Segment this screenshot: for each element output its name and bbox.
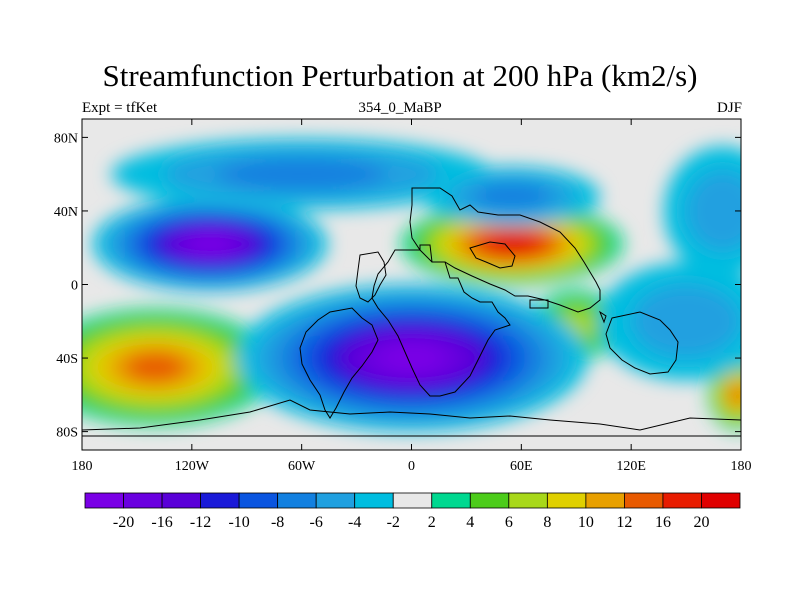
colorbar-label: -2 — [387, 514, 400, 531]
colorbar-label: -16 — [151, 514, 172, 531]
y-tick-label: 40S — [56, 352, 78, 367]
latitude-axis: 80N 40N 0 40S 80S — [54, 131, 741, 441]
coastline-north-america — [355, 251, 387, 303]
y-tick-label: 40N — [54, 205, 78, 220]
coastline-eurasia — [409, 187, 601, 313]
colorbar-label: 16 — [655, 514, 671, 531]
x-tick-label: 120E — [616, 459, 646, 474]
colorbar-swatch — [469, 492, 510, 509]
map-plot-area — [82, 119, 741, 450]
colorbar-label: 4 — [466, 514, 474, 531]
colorbar-label: -10 — [228, 514, 249, 531]
plot-title: Streamfunction Perturbation at 200 hPa (… — [102, 58, 698, 93]
field-high-eurasia-africa-level-16 — [491, 236, 533, 252]
colorbar-swatch — [392, 492, 433, 509]
field-low-south-indian-level-6 — [632, 285, 741, 358]
colorbar-label: -6 — [310, 514, 323, 531]
colorbar-label: -12 — [190, 514, 211, 531]
experiment-label: Expt = tfKet — [82, 100, 158, 116]
colorbar-swatch — [161, 492, 201, 509]
colorbar-swatch — [431, 492, 471, 509]
colorbar-swatch — [315, 492, 356, 509]
coastline-australia — [605, 311, 679, 375]
colorbar-label: 8 — [543, 514, 551, 531]
coastlines — [82, 187, 741, 437]
x-tick-label: 60W — [288, 459, 316, 474]
field-low-asia-north-level-5 — [473, 183, 552, 210]
longitude-axis: 180 120W 60W 0 60E 120E 180 — [72, 119, 752, 474]
contour-field — [82, 138, 741, 432]
coastline-south-america — [299, 307, 379, 419]
colorbar-swatch — [508, 492, 548, 509]
coastline-antarctica — [82, 399, 741, 437]
colorbar-swatch — [238, 492, 279, 509]
field-low-north-pacific-level-0 — [188, 235, 232, 253]
y-tick-label: 0 — [71, 279, 78, 294]
x-tick-label: 180 — [731, 459, 752, 474]
colorbar-swatch — [546, 492, 587, 509]
colorbar-label: -20 — [113, 514, 134, 531]
colorbar-label: 20 — [693, 514, 709, 531]
x-tick-label: 180 — [72, 459, 93, 474]
x-tick-label: 0 — [408, 459, 415, 474]
y-tick-label: 80S — [56, 426, 78, 441]
colorbar-swatch — [354, 492, 394, 509]
field-high-south-pacific-level-14 — [125, 352, 186, 382]
color-legend: -20 -16 -12 -10 -8 -6 -4 -2 2 4 6 8 10 12 16 20 — [84, 492, 741, 531]
coastline-arabia — [469, 241, 516, 269]
colorbar-swatch — [84, 492, 124, 509]
field-low-north-east-pacific-level-6 — [686, 171, 741, 251]
colorbar-label: -4 — [348, 514, 361, 531]
field-low-north-ocean-level-5 — [217, 158, 387, 190]
colorbar-swatch — [662, 492, 702, 509]
coastline-islands — [529, 299, 607, 324]
colorbar-swatch — [624, 492, 664, 509]
x-tick-label: 60E — [510, 459, 533, 474]
colorbar-swatch — [585, 492, 625, 509]
y-tick-label: 80N — [54, 131, 78, 146]
colorbar-label: 10 — [578, 514, 594, 531]
colorbar-label: 12 — [616, 514, 632, 531]
field-high-far-east-south-level-14 — [730, 386, 741, 404]
colorbar-swatch — [277, 492, 317, 509]
period-label: 354_0_MaBP — [358, 100, 442, 116]
colorbar-swatch — [123, 492, 163, 509]
colorbar-swatch — [701, 492, 741, 509]
season-label: DJF — [716, 100, 742, 116]
colorbar-label: -8 — [271, 514, 284, 531]
field-low-atlantic-south-level-0 — [378, 344, 445, 372]
colorbar-label: 2 — [428, 514, 436, 531]
colorbar-label: 6 — [505, 514, 513, 531]
colorbar-swatch — [200, 492, 240, 509]
x-tick-label: 120W — [175, 459, 210, 474]
coastline-africa — [371, 244, 511, 397]
